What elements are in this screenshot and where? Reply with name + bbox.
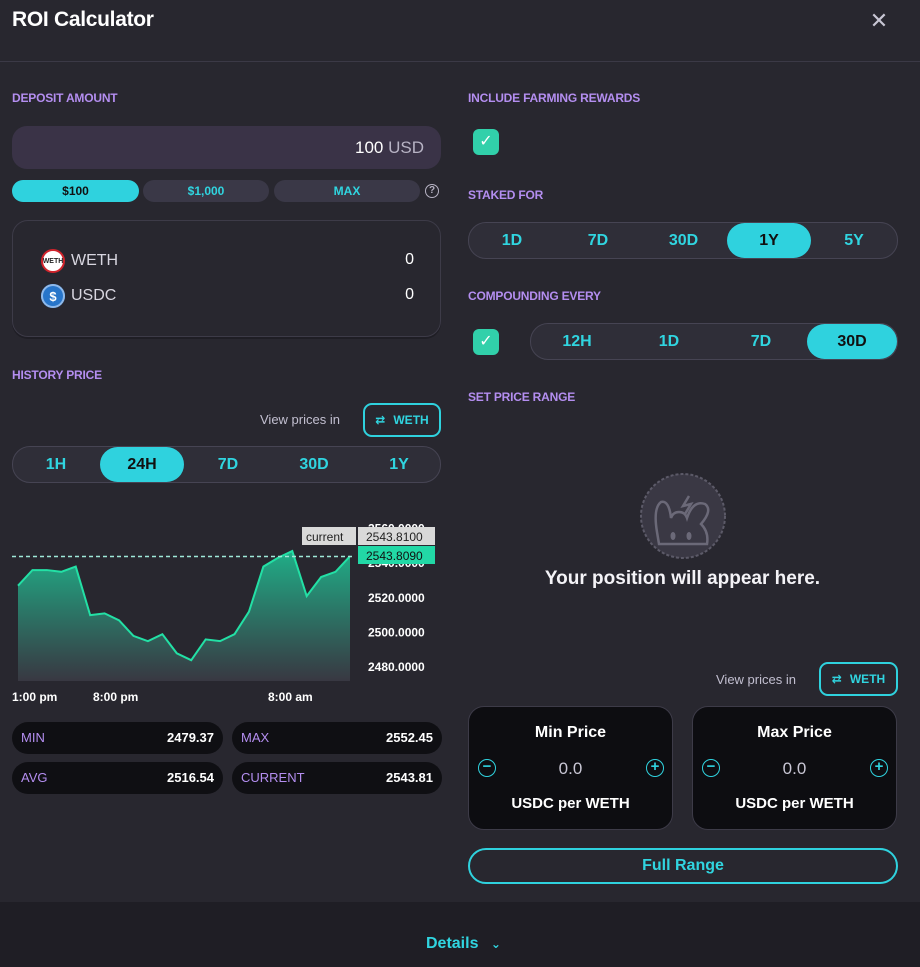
max-price-card: Max Price − 0.0 + USDC per WETH: [692, 706, 897, 830]
stat-value: 2543.81: [386, 770, 433, 785]
y-tick-label: 2520.0000: [368, 591, 425, 605]
stat-avg: AVG 2516.54: [12, 762, 223, 794]
stat-label: MIN: [21, 730, 45, 745]
period-24h-tab[interactable]: 24H: [100, 447, 184, 482]
full-range-button[interactable]: Full Range: [468, 848, 898, 884]
stat-label: AVG: [21, 770, 48, 785]
compounding-every-label: COMPOUNDING EVERY: [468, 289, 601, 303]
stat-value: 2479.37: [167, 730, 214, 745]
x-tick-label: 8:00 pm: [93, 690, 139, 704]
staked-1d-tab[interactable]: 1D: [501, 232, 523, 249]
stat-min: MIN 2479.37: [12, 722, 223, 754]
staked-for-selector: 1D 7D 30D 1Y 5Y: [468, 222, 898, 259]
min-price-unit: USDC per WETH: [511, 795, 630, 812]
max-price-increment-icon[interactable]: +: [870, 759, 888, 777]
compound-7d-tab[interactable]: 7D: [750, 333, 772, 350]
token-symbol: WETH: [71, 252, 119, 269]
deposit-amount-value: 100: [354, 138, 384, 157]
quick-amount-100-button[interactable]: $100: [12, 180, 139, 202]
usdc-icon: $: [41, 284, 65, 308]
swap-arrows-icon: ⇄: [831, 672, 842, 686]
details-label: Details: [426, 935, 479, 952]
price-line: [17, 549, 351, 662]
y-tick-label: 2500.0000: [368, 625, 425, 639]
current-value-box: [358, 527, 435, 545]
token-row-usdc: $ USDC: [41, 284, 116, 308]
max-price-unit: USDC per WETH: [735, 795, 854, 812]
x-tick-label: 8:00 am: [268, 690, 313, 704]
hover-value-label: 2543.8090: [366, 549, 423, 563]
min-price-input[interactable]: 0.0: [558, 759, 583, 778]
history-price-label: HISTORY PRICE: [12, 368, 102, 382]
header-divider: [0, 61, 920, 62]
compounding-checkbox[interactable]: ✓: [473, 329, 499, 355]
help-icon[interactable]: ?: [425, 184, 439, 198]
period-30d-tab[interactable]: 30D: [299, 456, 329, 473]
history-period-selector: 1H 24H 7D 30D 1Y: [12, 446, 441, 483]
price-history-chart: 2560.00002540.00002520.00002500.00002480…: [12, 521, 435, 681]
deposit-amount-input[interactable]: 100 USD: [12, 126, 441, 169]
view-prices-label: View prices in: [260, 412, 340, 427]
x-tick-label: 1:00 pm: [12, 690, 58, 704]
deposit-currency: USD: [388, 138, 424, 157]
current-value-label: 2543.8100: [366, 530, 423, 544]
staked-7d-tab[interactable]: 7D: [587, 232, 609, 249]
price-area: [18, 551, 350, 681]
modal-title: ROI Calculator: [12, 8, 154, 31]
close-icon[interactable]: ✕: [869, 8, 889, 33]
max-price-input[interactable]: 0.0: [782, 759, 807, 778]
weth-icon: WETH: [41, 249, 65, 273]
staked-1y-tab[interactable]: 1Y: [727, 223, 811, 258]
token-symbol: USDC: [71, 287, 117, 304]
deposit-amount-label: DEPOSIT AMOUNT: [12, 91, 118, 105]
token-breakdown-card: WETH WETH 0 $ USDC 0: [12, 220, 441, 337]
staked-5y-tab[interactable]: 5Y: [844, 232, 864, 249]
min-price-increment-icon[interactable]: +: [646, 759, 664, 777]
current-label: current: [306, 530, 344, 544]
hover-value-box: [358, 546, 435, 564]
stat-value: 2552.45: [386, 730, 433, 745]
quick-amount-max-button[interactable]: MAX: [274, 180, 420, 202]
view-token-label: WETH: [849, 672, 886, 686]
max-price-decrement-icon[interactable]: −: [702, 759, 720, 777]
token-amount: 0: [405, 286, 414, 303]
details-toggle[interactable]: Details ⌄: [426, 935, 501, 953]
compound-1d-tab[interactable]: 1D: [658, 333, 680, 350]
staked-for-label: STAKED FOR: [468, 188, 544, 202]
compounding-selector: 12H 1D 7D 30D: [530, 323, 898, 360]
staked-30d-tab[interactable]: 30D: [668, 232, 699, 249]
set-price-range-label: SET PRICE RANGE: [468, 390, 576, 404]
compound-12h-tab[interactable]: 12H: [562, 333, 592, 350]
min-price-title: Min Price: [534, 724, 607, 741]
stat-current: CURRENT 2543.81: [232, 762, 442, 794]
stat-value: 2516.54: [167, 770, 214, 785]
farming-rewards-checkbox[interactable]: ✓: [473, 129, 499, 155]
token-amount: 0: [405, 251, 414, 268]
min-price-decrement-icon[interactable]: −: [478, 759, 496, 777]
current-label-box: [302, 527, 356, 545]
view-prices-token-toggle[interactable]: ⇄ WETH: [363, 403, 441, 437]
chevron-down-icon: ⌄: [490, 937, 501, 951]
quick-amount-1000-button[interactable]: $1,000: [143, 180, 269, 202]
bunny-placeholder-icon: [640, 473, 726, 559]
stat-label: CURRENT: [241, 770, 305, 785]
period-1y-tab[interactable]: 1Y: [389, 456, 409, 473]
position-empty-message: Your position will appear here.: [544, 568, 821, 589]
stat-max: MAX 2552.45: [232, 722, 442, 754]
view-token-label: WETH: [393, 413, 429, 427]
token-row-weth: WETH WETH: [41, 249, 118, 273]
compound-30d-tab[interactable]: 30D: [807, 324, 897, 359]
view-prices-label: View prices in: [716, 672, 796, 687]
swap-arrows-icon: ⇄: [375, 413, 386, 427]
max-price-title: Max Price: [757, 724, 832, 741]
stat-label: MAX: [241, 730, 270, 745]
y-tick-label: 2480.0000: [368, 660, 425, 674]
period-1h-tab[interactable]: 1H: [45, 456, 67, 473]
farming-rewards-label: INCLUDE FARMING REWARDS: [468, 91, 641, 105]
period-7d-tab[interactable]: 7D: [217, 456, 239, 473]
range-token-toggle[interactable]: ⇄ WETH: [819, 662, 898, 696]
footer-bar: [0, 902, 920, 967]
min-price-card: Min Price − 0.0 + USDC per WETH: [468, 706, 673, 830]
